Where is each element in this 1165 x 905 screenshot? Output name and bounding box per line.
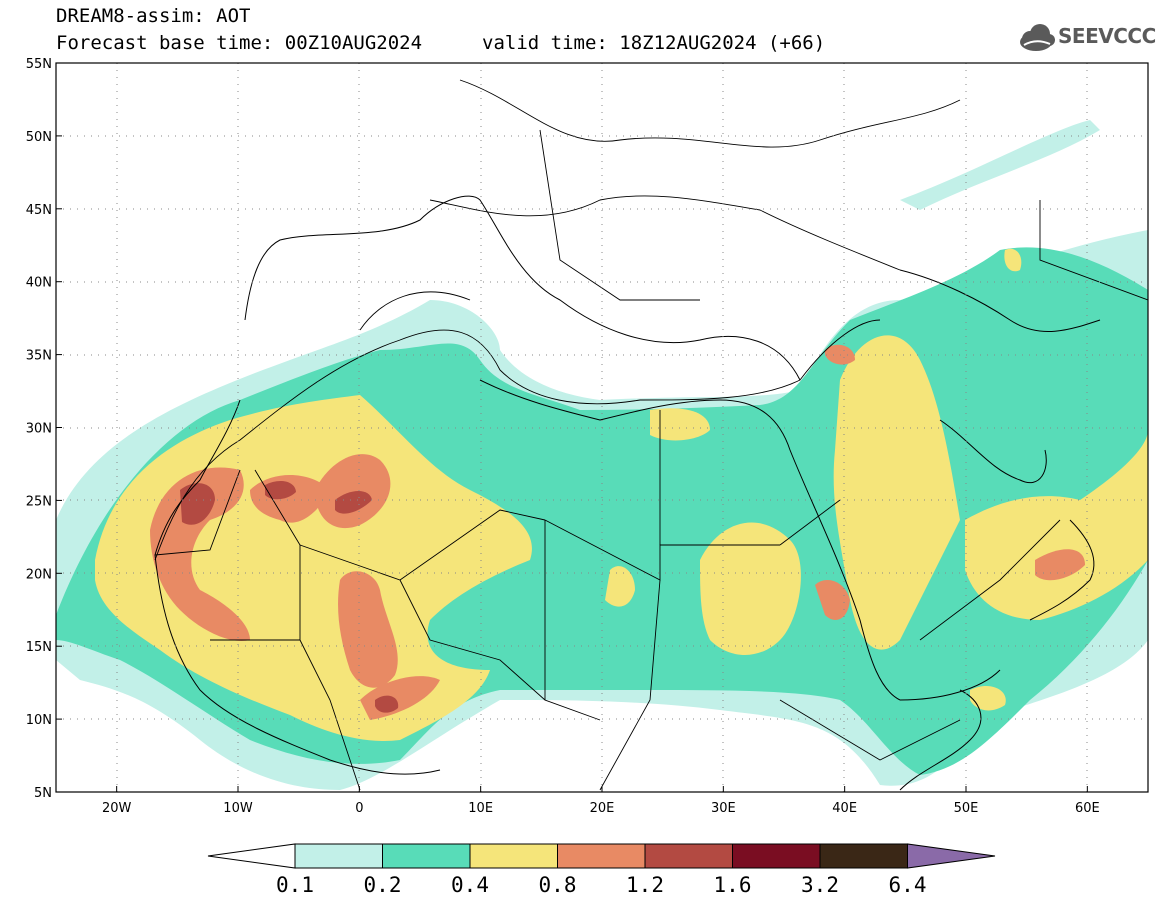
colorbar-arrow-high [907,843,996,869]
lat-label: 15N [26,640,52,655]
cloud-icon [1020,24,1055,51]
colorbar-arrow-low [207,843,296,869]
country-borders [154,79,1148,791]
lon-ticks: 20W 10W 0 10E 20E 30E 40E 50E 60E [102,786,1100,816]
lon-label: 20E [590,801,615,816]
valid-time: valid time: 18Z12AUG2024 (+66) [482,32,826,54]
colorbar-box [732,843,821,869]
lat-label: 40N [26,276,52,291]
colorbar-box [382,843,471,869]
lon-label: 20W [102,801,132,816]
lat-ticks: 55N 50N 45N 40N 35N 30N 25N 20N 15N 10N 5N [26,57,62,801]
lat-label: 35N [26,349,52,364]
colorbar-level-label: 6.4 [889,873,927,897]
colorbar-box [469,843,558,869]
logo-text: SEEVCCC [1058,24,1156,48]
lon-label: 50E [954,801,979,816]
lat-label: 5N [34,786,52,801]
lat-label: 25N [26,494,52,509]
lon-label: 0 [355,801,363,816]
lat-label: 45N [26,203,52,218]
lat-label: 10N [26,713,52,728]
lat-label: 50N [26,130,52,145]
colorbar-level-label: 0.1 [276,873,314,897]
lon-label: 60E [1075,801,1100,816]
colorbar-level-label: 0.8 [539,873,577,897]
aot-band-1.2 [180,480,399,713]
colorbar-level-label: 1.6 [714,873,752,897]
map-title: DREAM8-assim: AOT [56,5,251,27]
graticule [56,63,1148,792]
lat-label: 30N [26,422,52,437]
lon-label: 40E [832,801,857,816]
colorbar-box [557,843,646,869]
colorbar-box [819,843,908,869]
lat-label: 55N [26,57,52,72]
colorbar-box [644,843,733,869]
forecast-base-time: Forecast base time: 00Z10AUG2024 [56,32,423,54]
coastlines [154,195,1101,791]
lon-label: 10W [223,801,253,816]
lon-label: 30E [711,801,736,816]
lon-label: 10E [468,801,493,816]
colorbar-level-label: 3.2 [801,873,839,897]
lat-label: 20N [26,567,52,582]
aot-band-0.4 [95,248,1148,741]
colorbar-box [294,843,383,869]
colorbar-level-label: 0.4 [451,873,489,897]
colorbar-level-label: 0.2 [364,873,402,897]
colorbar-level-label: 1.2 [626,873,664,897]
